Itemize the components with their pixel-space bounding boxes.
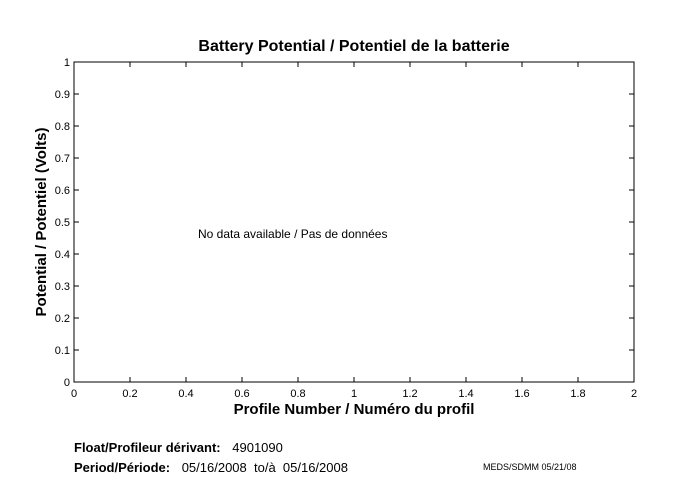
float-info: Float/Profileur dérivant: 4901090 [74,440,283,455]
no-data-annotation: No data available / Pas de données [198,227,387,241]
x-tick-label: 0.8 [290,388,305,400]
y-tick-label: 0.9 [55,89,70,101]
y-tick-label: 1 [64,57,70,69]
y-axis: 0 0.1 0.2 0.3 0.4 0.5 0.6 0.7 0.8 0.9 1 [55,57,634,389]
x-axis-label: Profile Number / Numéro du profil [234,401,475,418]
y-tick-label: 0.2 [55,313,70,325]
credit-text: MEDS/SDMM 05/21/08 [483,462,577,472]
period-info: Period/Période: 05/16/2008 to/à 05/16/20… [74,460,348,475]
y-tick-label: 0 [64,377,70,389]
y-axis-label: Potential / Potentiel (Volts) [33,128,50,317]
x-tick-label: 1.2 [402,388,417,400]
period-value: 05/16/2008 to/à 05/16/2008 [181,460,348,475]
chart-title: Battery Potential / Potentiel de la batt… [198,38,509,55]
y-tick-label: 0.5 [55,217,70,229]
x-tick-label: 1.4 [458,388,473,400]
plot-area [73,61,635,383]
x-tick-label: 1.6 [514,388,529,400]
float-label: Float/Profileur dérivant: [74,440,221,455]
float-value: 4901090 [232,440,283,455]
x-tick-label: 1.8 [570,388,585,400]
x-tick-label: 0.6 [234,388,249,400]
x-tick-label: 0 [71,388,77,400]
period-label: Period/Période: [74,460,171,475]
y-tick-label: 0.1 [55,345,70,357]
x-tick-label: 0.4 [178,388,193,400]
y-tick-label: 0.3 [55,281,70,293]
x-axis: 0 0.2 0.4 0.6 0.8 1 1.2 1.4 1.6 1.8 2 [71,62,637,400]
x-tick-label: 2 [631,388,637,400]
y-tick-label: 0.4 [55,249,70,261]
y-tick-label: 0.6 [55,185,70,197]
y-tick-label: 0.8 [55,121,70,133]
x-tick-label: 0.2 [122,388,137,400]
x-tick-label: 1 [351,388,357,400]
y-tick-label: 0.7 [55,153,70,165]
